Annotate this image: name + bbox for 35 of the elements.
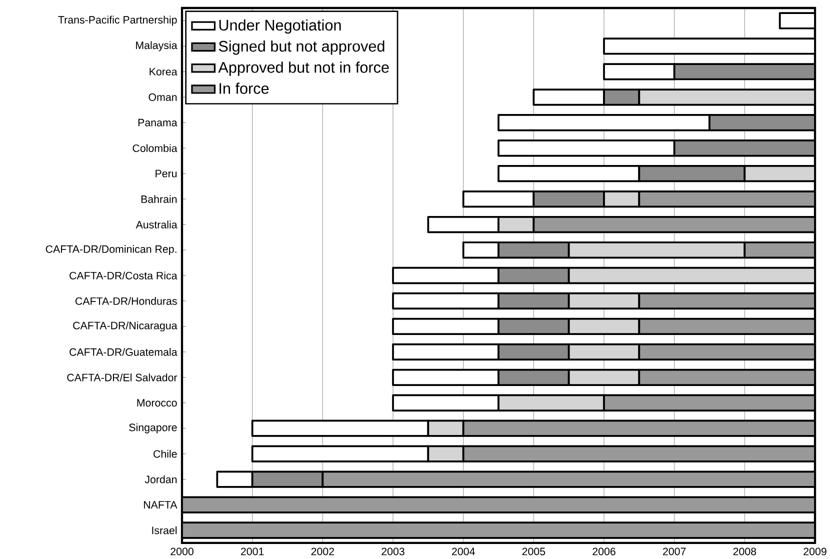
x-tick-label: 2000 xyxy=(170,548,194,556)
y-tick-label: CAFTA-DR/Nicaragua xyxy=(73,321,178,332)
y-tick-label: Australia xyxy=(136,220,178,228)
x-tick-label: 2006 xyxy=(592,548,616,556)
x-tick-label: 2005 xyxy=(522,548,546,556)
y-tick-label: NAFTA xyxy=(144,501,178,508)
legend-label: Under Negotiation xyxy=(219,19,341,34)
y-tick-label: Panama xyxy=(138,118,178,126)
y-tick-label: Oman xyxy=(148,93,177,101)
legend-label: In force xyxy=(220,82,269,94)
legend-label: Approved but not in force xyxy=(218,62,389,76)
y-tick-label: CAFTA-DR/Dominican Rep. xyxy=(46,245,176,255)
y-tick-label: Chile xyxy=(154,450,177,458)
y-tick-label: CAFTA-DR/Honduras xyxy=(76,297,177,305)
y-tick-label: Peru xyxy=(156,170,177,178)
x-tick-label: 2001 xyxy=(241,548,264,556)
y-tick-label: Morocco xyxy=(137,399,177,407)
x-tick-label: 2008 xyxy=(733,548,756,556)
y-tick-label: Singapore xyxy=(129,423,177,434)
x-tick-label: 2009 xyxy=(804,548,826,556)
y-tick-label: Israel xyxy=(152,526,177,534)
x-tick-label: 2002 xyxy=(311,548,334,556)
x-tick-label: 2004 xyxy=(452,548,475,556)
x-tick-label: 2003 xyxy=(382,548,404,556)
y-tick-label: Korea xyxy=(150,68,178,76)
y-tick-label: CAFTA-DR/Costa Rica xyxy=(70,272,178,280)
y-tick-label: Trans-Pacific Partnership xyxy=(58,16,177,26)
y-tick-label: Malaysia xyxy=(136,41,178,52)
y-tick-label: CAFTA-DR/El Salvador xyxy=(67,373,178,382)
y-tick-label: CAFTA-DR/Guatemala xyxy=(70,348,178,356)
y-tick-label: Jordan xyxy=(144,475,177,484)
y-tick-label: Bahrain xyxy=(141,195,177,203)
x-tick-label: 2007 xyxy=(663,548,686,556)
y-tick-label: Colombia xyxy=(132,144,178,152)
legend-label: Signed but not approved xyxy=(218,40,384,55)
